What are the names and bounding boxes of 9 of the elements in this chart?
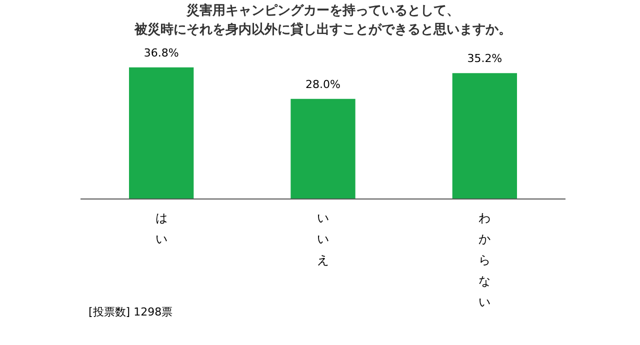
text: [投票数] 1298票 xyxy=(88,306,173,318)
x-tick-label: いいえ xyxy=(317,210,329,267)
x-tick-label: はい xyxy=(155,210,168,246)
data-label: 28.0% xyxy=(306,78,340,91)
x-tick-label: わからない xyxy=(478,210,491,309)
data-label: 36.8% xyxy=(144,46,179,60)
chart-subtitle: 被災時にそれを身内以外に貸し出すことができると思いますか。 xyxy=(134,22,512,38)
data-label: 35.2% xyxy=(467,52,502,66)
chart-title: 災害用キャンピングカーを持っているとして、 xyxy=(186,2,460,18)
